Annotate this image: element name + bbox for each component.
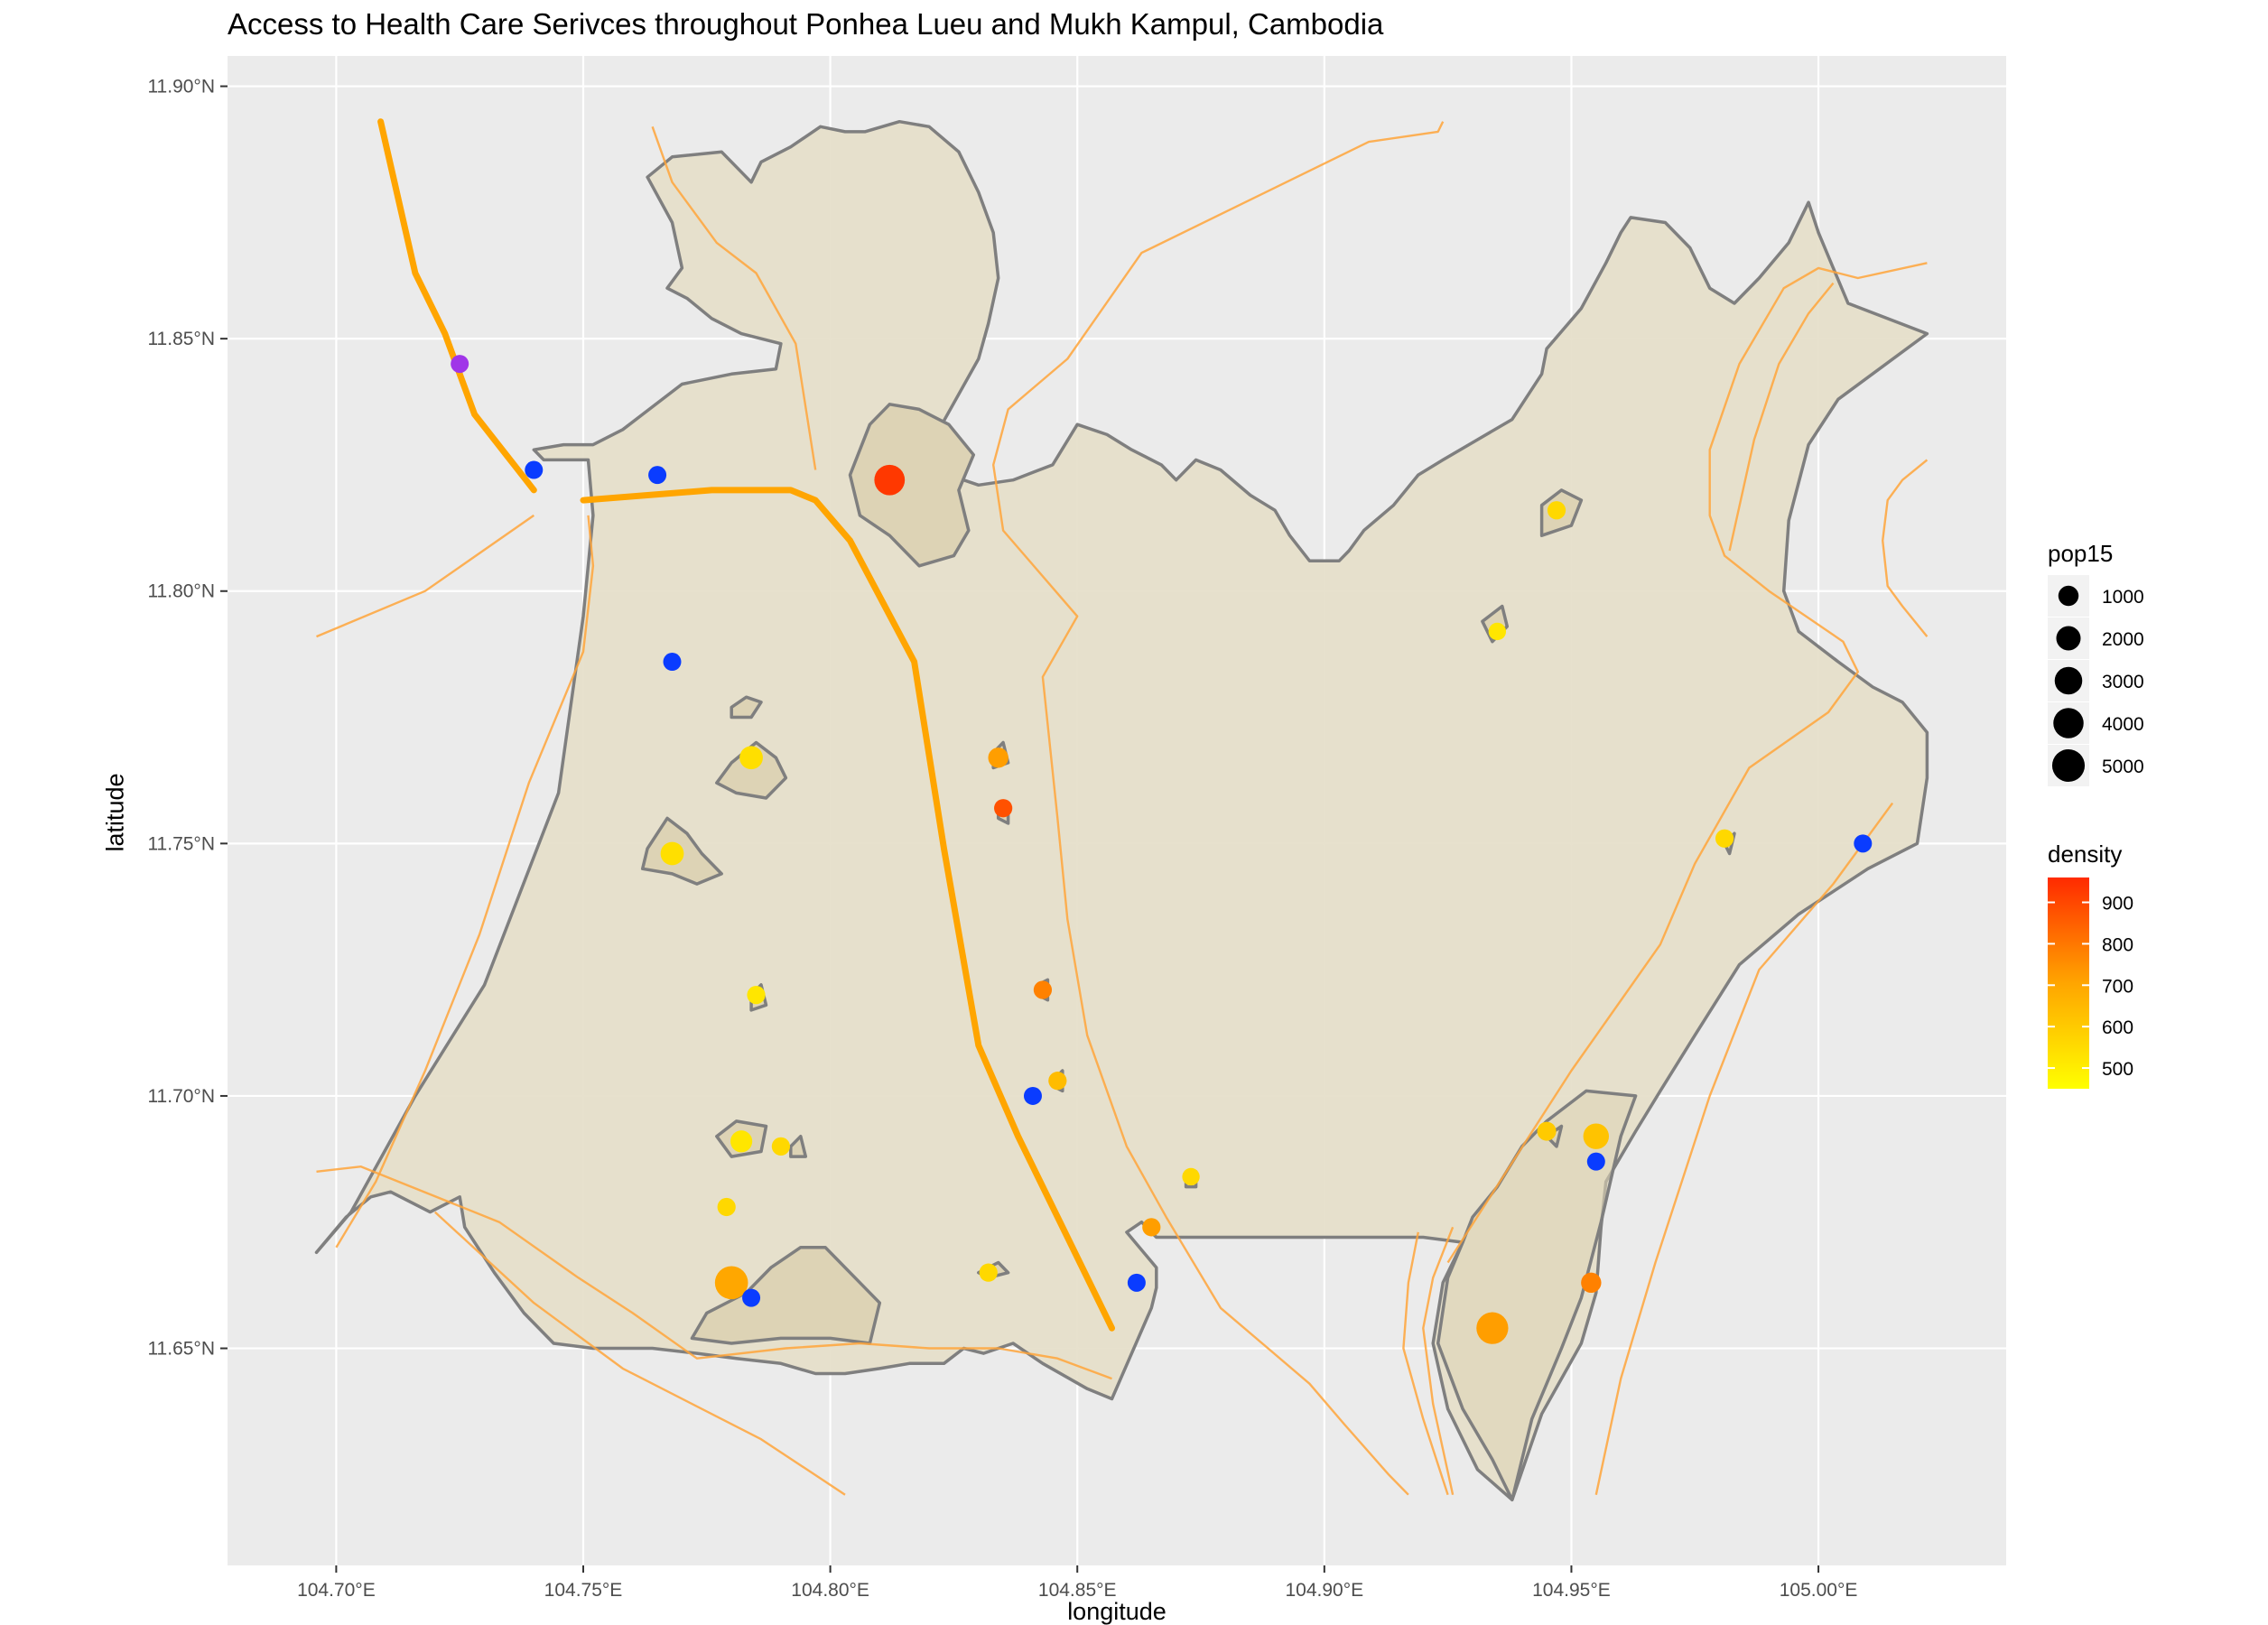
health-facility-point [1854,834,1873,853]
legend-size-dot [2056,626,2081,651]
legend-size-label: 2000 [2102,629,2144,650]
health-facility-point [1586,1152,1605,1171]
legend-size-title: pop15 [2048,540,2113,567]
major-road [580,487,1115,1332]
legend-color-label: 600 [2102,1017,2133,1038]
minor-road [1402,1231,1449,1496]
region-layer [314,119,1929,1502]
village-point [771,1137,790,1156]
legend-colorbar [2048,878,2089,1089]
major-road [377,118,537,494]
village-point [874,464,906,496]
x-axis-title: longitude [1067,1598,1167,1625]
x-tick-label: 104.75°E [544,1580,623,1601]
minor-road [1446,262,1928,1264]
legend-color-title: density [2048,840,2122,868]
village-point [1048,1072,1067,1091]
x-tick-label: 104.90°E [1286,1580,1364,1601]
y-tick-label: 11.85°N [147,329,215,349]
legend-color-label: 700 [2102,976,2133,997]
legend-color-label: 800 [2102,934,2133,955]
legend-layer: pop15 1000 2000 3000 4000 5000 density 500 600 70… [2048,540,2144,1089]
village-point [1537,1121,1557,1141]
x-tick-label: 104.80°E [791,1580,869,1601]
village-point [739,746,763,770]
x-tick-label: 104.95°E [1532,1580,1611,1601]
x-tick-label: 104.85°E [1038,1580,1117,1601]
village-point [730,1130,753,1153]
village-point [1583,1123,1610,1149]
village-point [988,748,1009,768]
health-facility-point [525,460,544,479]
village-point [714,1266,748,1300]
village-polygon [730,695,763,720]
legend-size-dot [2054,666,2083,695]
legend-size-dot [2053,708,2084,738]
village-point [1182,1167,1200,1186]
health-facility-point [451,355,469,374]
y-tick-label: 11.75°N [147,833,215,854]
health-facility-point [648,466,667,485]
axis-layer: 104.70°E 104.75°E 104.80°E 104.85°E 104.90°E… [147,77,1857,1601]
health-facility-point [742,1288,761,1307]
point-layer [451,355,1873,1344]
minor-road [316,1165,1112,1380]
village-point [1033,980,1053,999]
legend-size-label: 1000 [2102,587,2144,608]
minor-road [1881,459,1929,637]
minor-road [1728,282,1835,552]
village-polygon [690,1245,882,1345]
road-layer [316,118,1929,1496]
village-point [1581,1272,1602,1294]
legend-size-label: 3000 [2102,672,2144,692]
village-point [660,841,684,866]
legend-size-dot [2058,585,2079,607]
legend-size-label: 5000 [2102,757,2144,777]
y-tick-label: 11.90°N [147,77,215,98]
minor-road [991,121,1445,1496]
health-facility-point [1127,1273,1146,1292]
x-tick-label: 105.00°E [1780,1580,1858,1601]
legend-color-label: 500 [2102,1059,2133,1080]
village-point [1715,829,1734,848]
village-point [1476,1312,1509,1344]
village-point [979,1263,998,1282]
village-polygon [848,403,976,568]
village-point [1488,622,1507,641]
minor-road [433,1211,846,1496]
minor-road [651,125,817,470]
village-point [1142,1218,1161,1237]
minor-road [1594,802,1894,1495]
x-tick-label: 104.70°E [297,1580,376,1601]
village-point [747,985,766,1005]
y-tick-label: 11.70°N [147,1086,215,1107]
legend-size-dot [2051,748,2086,783]
village-point [1547,501,1566,520]
village-polygon [715,740,788,800]
y-tick-label: 11.80°N [147,581,215,602]
health-facility-point [1023,1086,1042,1105]
village-point [994,799,1013,818]
legend-color-label: 900 [2102,894,2133,915]
village-point [717,1197,736,1217]
y-tick-label: 11.65°N [147,1339,215,1360]
health-facility-point [663,653,682,672]
legend-size-label: 4000 [2102,714,2144,735]
minor-road [1422,1226,1455,1495]
village-polygon [789,1134,808,1158]
y-axis-title: latitude [101,773,129,852]
chart-title: Access to Health Care Serivces throughou… [228,7,1384,41]
minor-road [335,515,595,1249]
minor-road [316,514,534,638]
